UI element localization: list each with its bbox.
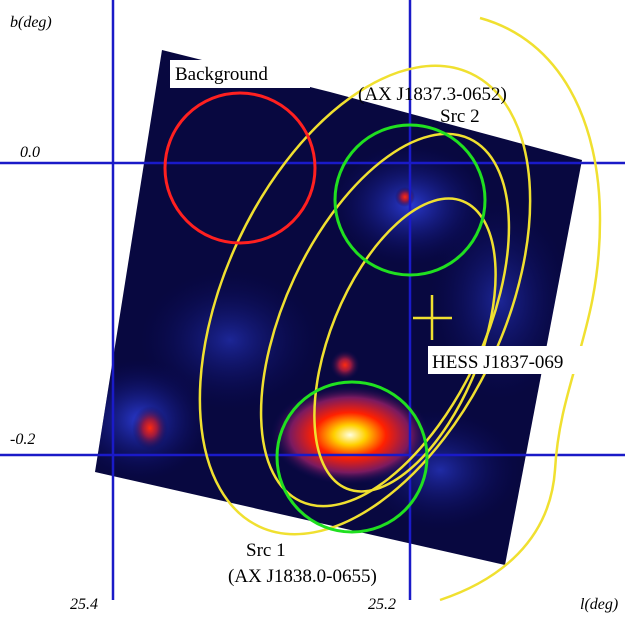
x-axis-label: l(deg) <box>580 596 618 613</box>
annotation: HESS J1837-069 <box>432 352 563 373</box>
xray-image <box>70 50 582 565</box>
x-tick-label: 25.4 <box>70 596 98 613</box>
y-tick-label: -0.2 <box>10 431 35 448</box>
x-tick-label: 25.2 <box>368 596 396 613</box>
annotation: Background <box>175 64 268 85</box>
annotation: (AX J1838.0-0655) <box>228 566 377 587</box>
y-tick-label: 0.0 <box>20 144 40 161</box>
annotation: (AX J1837.3-0652) <box>358 84 507 105</box>
annotation: Src 2 <box>440 106 480 127</box>
figure: b(deg) 0.0 -0.2 25.4 25.2 l(deg) Backgro… <box>0 0 625 621</box>
y-axis-label: b(deg) <box>10 14 52 31</box>
annotation: Src 1 <box>246 540 286 561</box>
